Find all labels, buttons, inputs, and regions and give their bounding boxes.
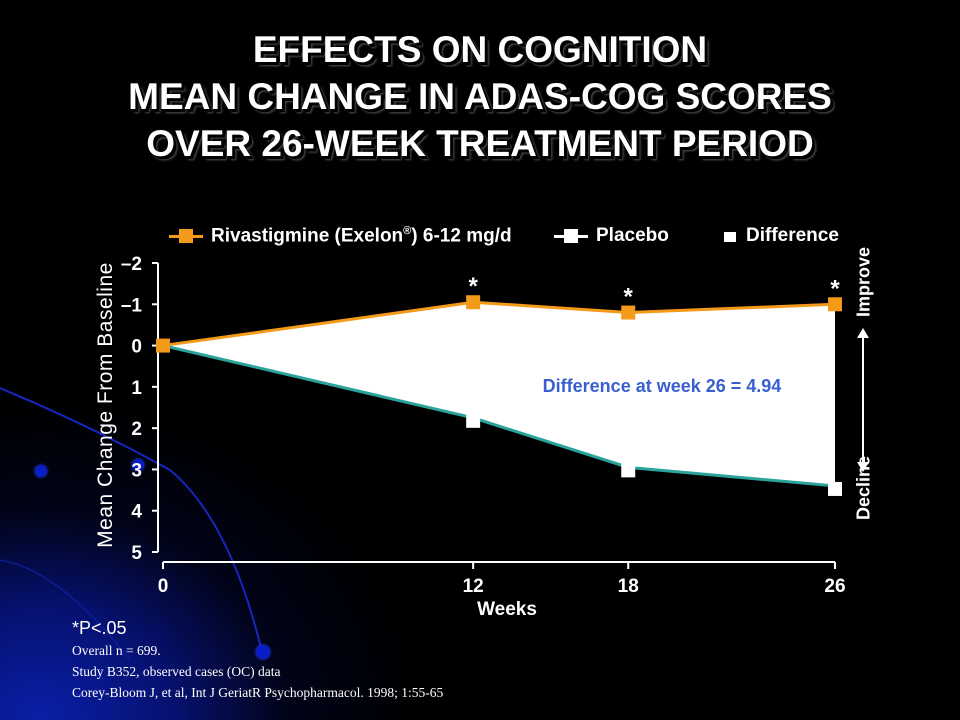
x-axis-label: Weeks: [477, 599, 537, 620]
significance-marker: *: [468, 273, 478, 300]
legend-item-rivastigmine: Rivastigmine (Exelon®) 6-12 mg/d: [169, 224, 512, 248]
footnote-n: Overall n = 699.: [72, 643, 161, 658]
series-line-placebo: [162, 344, 836, 488]
data-point-placebo: [621, 463, 636, 478]
data-point-rivastigmine: [156, 338, 170, 353]
footnote-study: Study B352, observed cases (OC) data: [72, 664, 281, 679]
slide-title: EFFECTS ON COGNITION MEAN CHANGE IN ADAS…: [0, 26, 960, 167]
data-point-placebo: [828, 481, 842, 496]
series-line-rivastigmine: [162, 300, 836, 348]
decor-dot: [132, 459, 144, 471]
y-tick-label: 4: [131, 502, 142, 523]
y-tick-label: 1: [131, 378, 142, 399]
y-tick-label: 2: [131, 419, 142, 440]
decor-dot: [35, 465, 47, 477]
legend-label-rivastigmine: Rivastigmine (Exelon®) 6-12 mg/d: [211, 224, 512, 247]
significance-marker: *: [830, 275, 840, 302]
y-tick-label: –2: [121, 254, 142, 275]
legend-swatch-rivastigmine: [169, 224, 203, 248]
legend-item-placebo: Placebo: [554, 224, 669, 248]
y-tick-label: 0: [131, 337, 142, 358]
legend-label-placebo: Placebo: [596, 225, 669, 246]
title-line-1: EFFECTS ON COGNITION: [252, 29, 708, 70]
legend-swatch-placebo: [554, 224, 588, 248]
y-tick-label: 3: [131, 460, 142, 481]
x-tick-label: 26: [824, 576, 845, 597]
footnote-citation: Corey-Bloom J, et al, Int J GeriatR Psyc…: [72, 685, 444, 700]
difference-annotation: Difference at week 26 = 4.94: [543, 376, 782, 396]
data-point-rivastigmine: [466, 295, 481, 310]
footnote-significance: *P<.05: [72, 618, 127, 638]
x-tick-label: 12: [463, 576, 484, 597]
y-tick-label: –1: [121, 295, 143, 316]
improve-decline-arrow: [857, 328, 869, 472]
legend-item-difference: Difference: [724, 224, 839, 248]
x-tick-label: 0: [158, 576, 169, 597]
data-point-rivastigmine: [828, 297, 842, 312]
legend-label-difference: Difference: [746, 225, 839, 246]
title-line-3: OVER 26-WEEK TREATMENT PERIOD: [146, 123, 814, 164]
decor-dot: [256, 645, 270, 659]
difference-area: [163, 302, 835, 486]
legend-swatch-difference: [724, 224, 738, 248]
significance-marker: *: [624, 284, 634, 311]
x-tick-label: 18: [618, 576, 639, 597]
y-tick-label: 5: [131, 543, 142, 564]
title-line-2: MEAN CHANGE IN ADAS-COG SCORES: [128, 76, 832, 117]
data-point-rivastigmine: [621, 305, 636, 320]
data-point-placebo: [466, 413, 481, 428]
